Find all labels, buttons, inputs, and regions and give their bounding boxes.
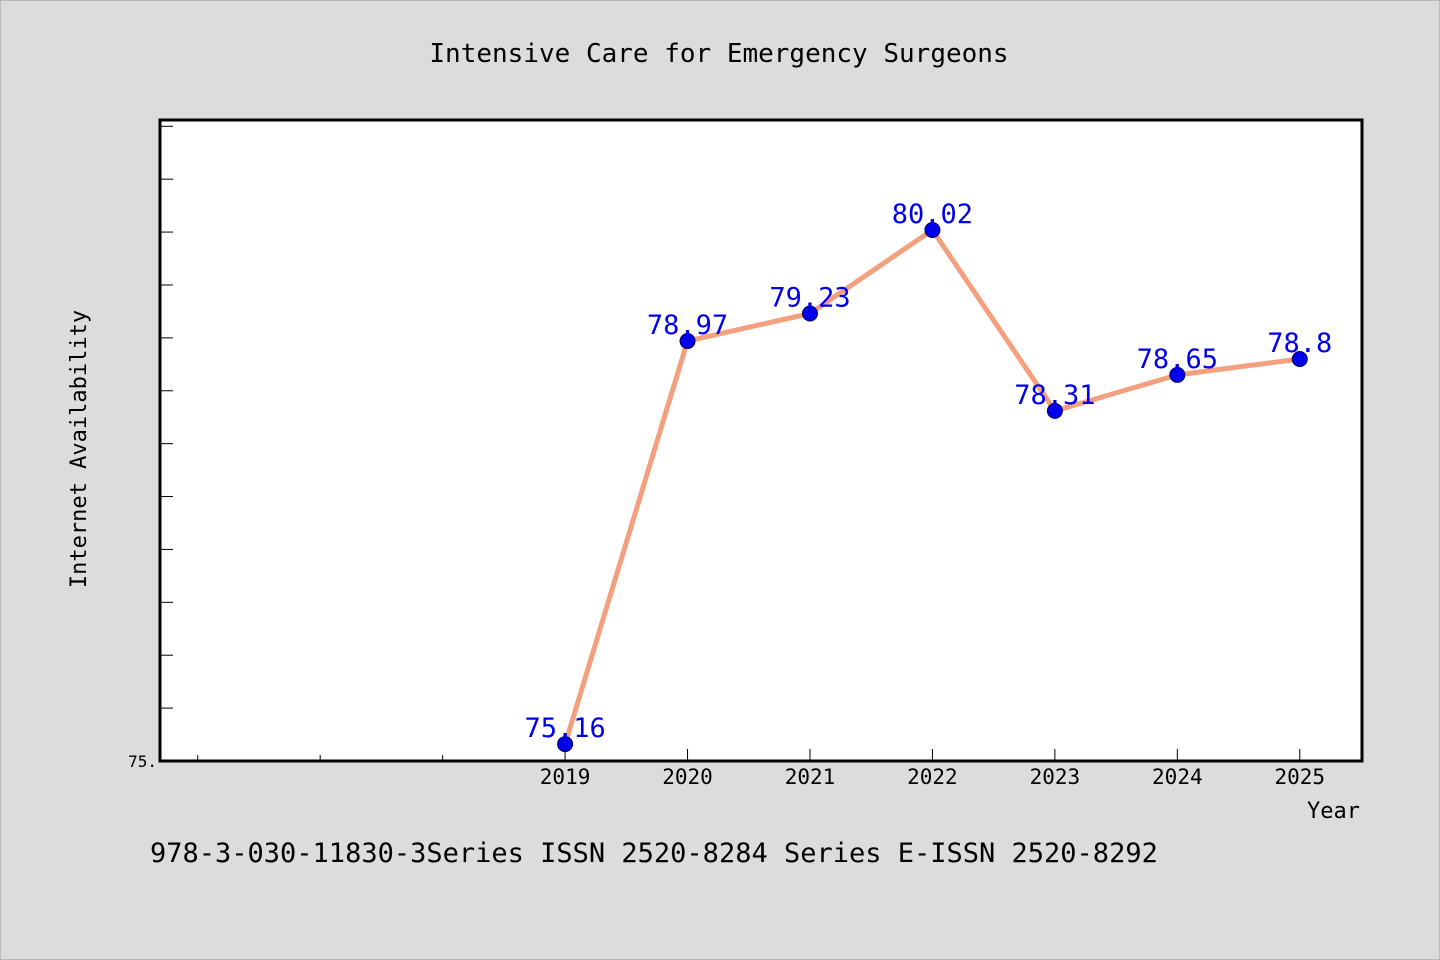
- series-markers: [557, 221, 1308, 753]
- x-tick-label: 2024: [1152, 765, 1203, 789]
- x-axis-tick-labels: 2019 2020 2021 2022 2023 2024 2025: [540, 765, 1325, 789]
- x-axis-label: Year: [1307, 799, 1360, 824]
- x-axis-minor-ticks: [197, 755, 444, 761]
- data-label: 78.97: [647, 310, 728, 341]
- data-label: 78.8: [1267, 328, 1332, 359]
- data-label: 78.31: [1014, 380, 1095, 411]
- data-label: 78.65: [1137, 344, 1218, 375]
- data-point: [801, 305, 818, 322]
- data-point: [1291, 351, 1308, 368]
- x-tick-label: 2025: [1274, 765, 1325, 789]
- chart-title: Intensive Care for Emergency Surgeons: [429, 39, 1008, 69]
- data-point: [1046, 402, 1063, 419]
- data-point: [557, 736, 574, 753]
- plot-area: [158, 118, 1364, 763]
- x-tick-label: 2019: [540, 765, 591, 789]
- x-axis-major-ticks: [564, 749, 1301, 761]
- data-label: 80.02: [892, 199, 973, 230]
- data-point: [1169, 366, 1186, 383]
- y-tick-label: 75.: [128, 752, 157, 771]
- x-tick-label: 2023: [1030, 765, 1081, 789]
- data-point: [924, 221, 941, 238]
- x-tick-label: 2020: [662, 765, 713, 789]
- y-axis-tick-labels: 75.: [128, 752, 157, 771]
- y-axis-ticks: [161, 125, 173, 762]
- footer-annotation: 978-3-030-11830-3Series ISSN 2520-8284 S…: [150, 838, 1158, 869]
- y-axis-label: Internet Availability: [67, 310, 92, 588]
- data-labels: 75.16 78.97 79.23 80.02 78.31 78.65 78.8: [524, 199, 1332, 744]
- data-label: 79.23: [769, 283, 850, 314]
- x-tick-label: 2021: [785, 765, 836, 789]
- x-tick-label: 2022: [907, 765, 958, 789]
- data-label: 75.16: [524, 713, 605, 744]
- data-point: [679, 333, 696, 350]
